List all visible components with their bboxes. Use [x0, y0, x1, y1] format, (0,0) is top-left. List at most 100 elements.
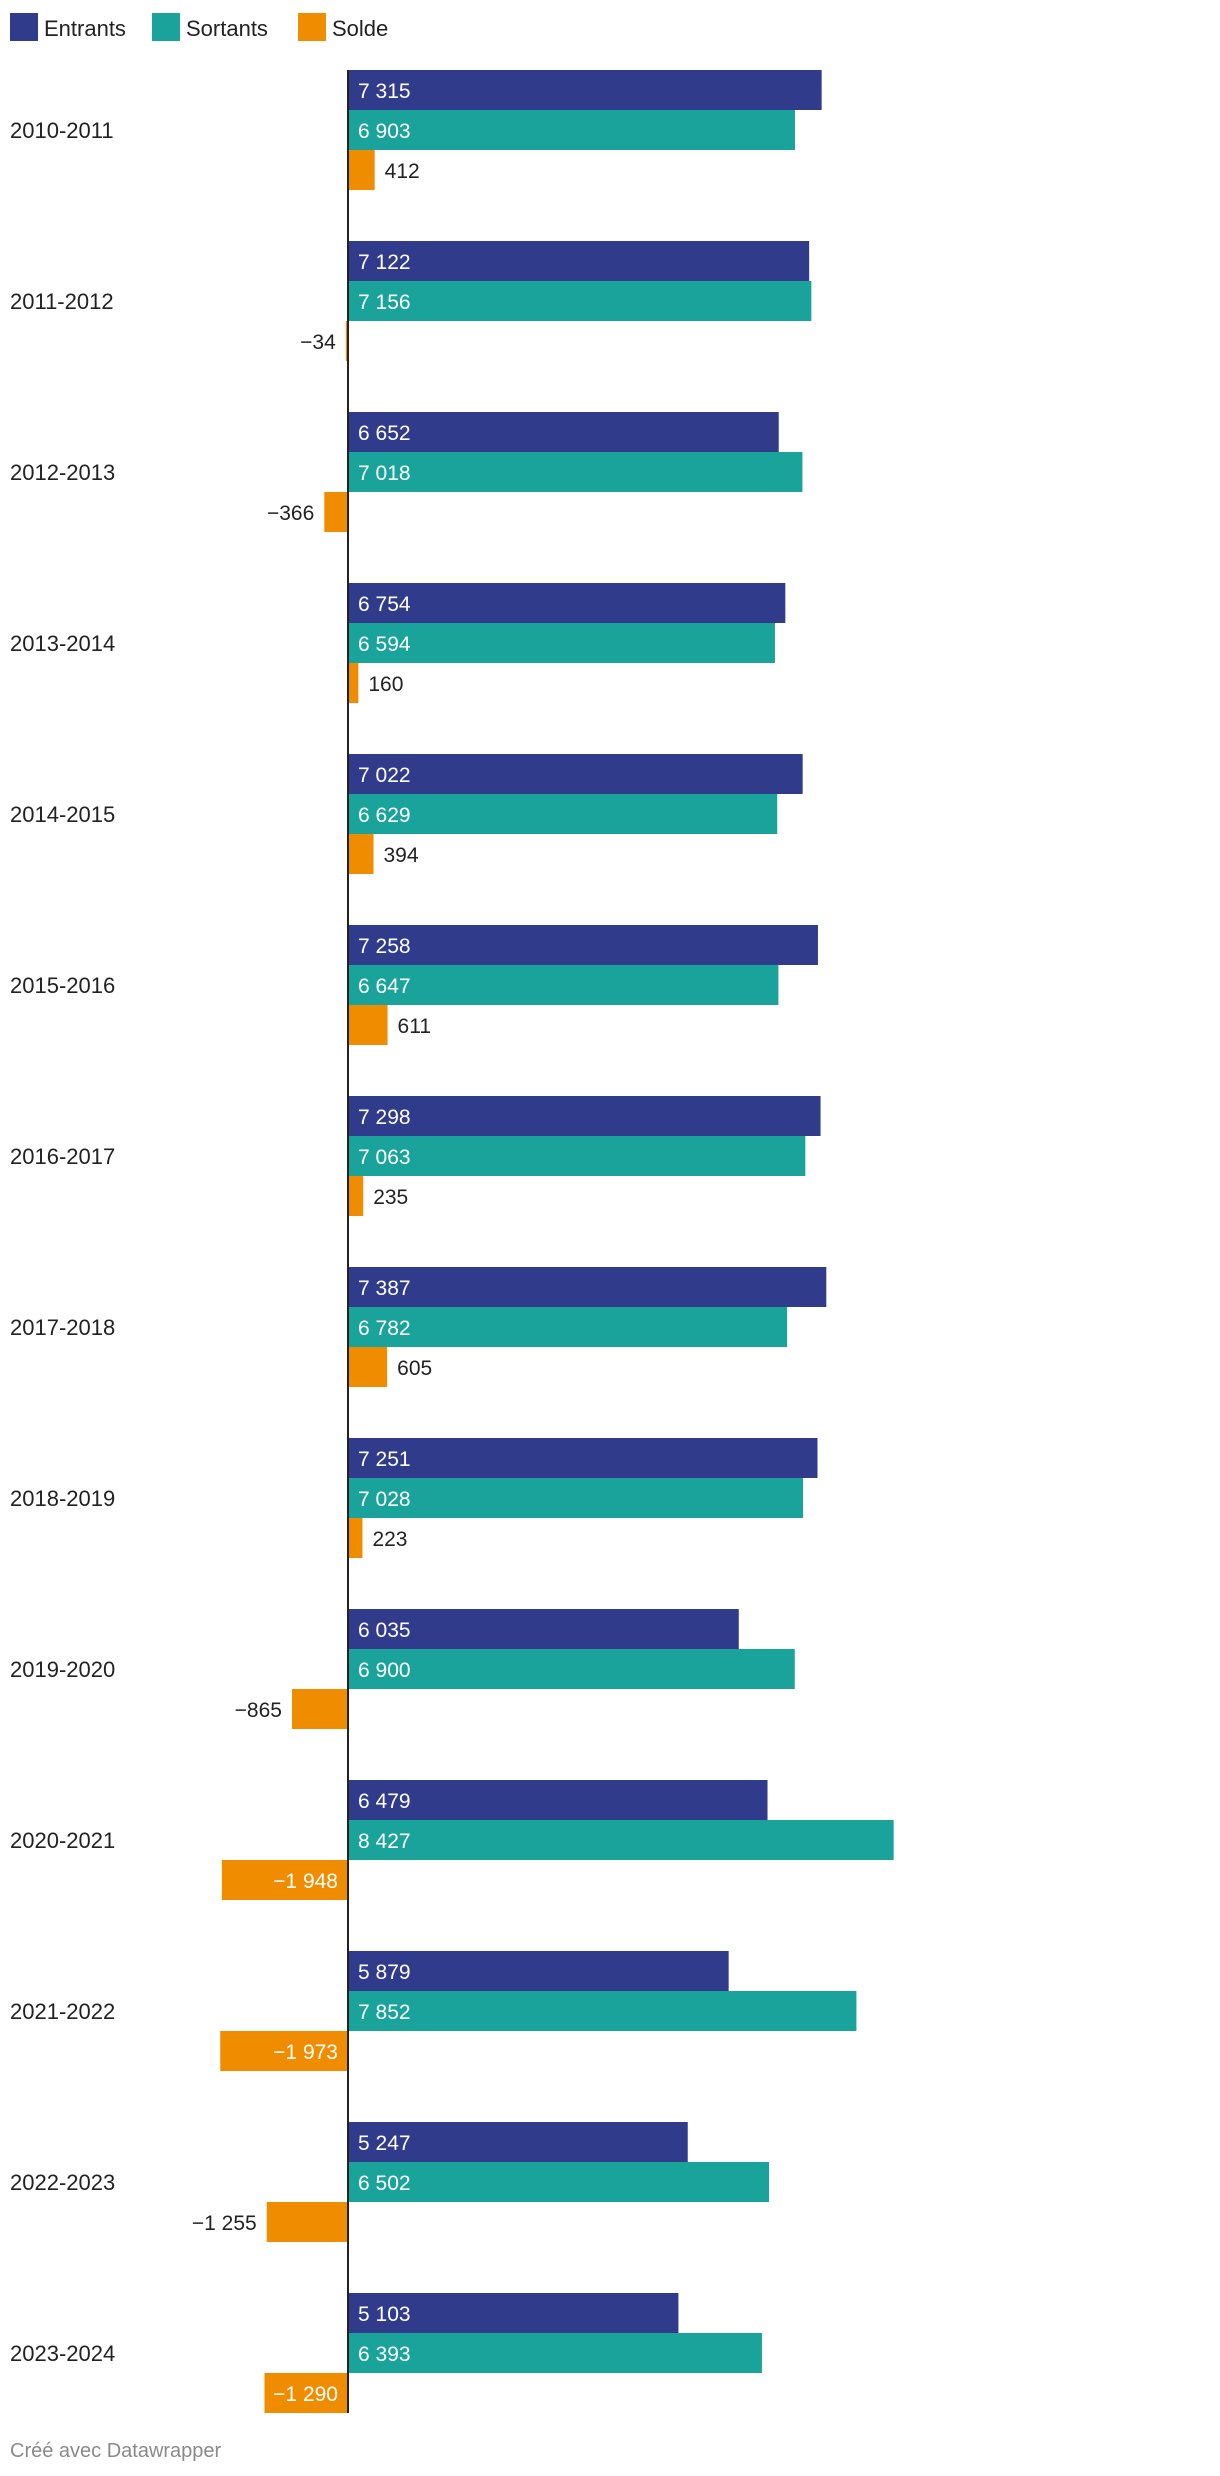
bar-entrants [348, 2293, 679, 2333]
value-label-solde: −1 948 [273, 1870, 338, 1893]
category-label: 2022-2023 [10, 2170, 115, 2195]
value-label-solde: 611 [398, 1015, 431, 1038]
value-label-solde: −1 973 [273, 2041, 338, 2064]
category-label: 2013-2014 [10, 631, 115, 656]
bar-entrants [348, 70, 822, 110]
category-label: 2014-2015 [10, 802, 115, 827]
bar-sortants [348, 1136, 806, 1176]
category-label: 2016-2017 [10, 1144, 115, 1169]
bar-group-2021-2022: 2021-2022 5 879 7 852 −1 973 [10, 1951, 857, 2071]
category-label: 2020-2021 [10, 1828, 115, 1853]
bar-solde [348, 1005, 388, 1045]
value-label-solde: 394 [384, 844, 419, 867]
legend-swatch-entrants [10, 13, 38, 41]
bar-sortants [348, 2162, 770, 2202]
bar-sortants [348, 110, 795, 150]
bar-group-2013-2014: 2013-2014 6 754 6 594 160 [10, 583, 786, 703]
bar-group-2019-2020: 2019-2020 6 035 6 900 −865 [10, 1609, 795, 1729]
value-label-entrants: 6 035 [358, 1619, 411, 1642]
value-label-sortants: 7 852 [358, 2001, 411, 2024]
value-label-entrants: 7 251 [358, 1448, 411, 1471]
category-label: 2018-2019 [10, 1486, 115, 1511]
category-label: 2012-2013 [10, 460, 115, 485]
bar-entrants [348, 925, 818, 965]
bar-group-2015-2016: 2015-2016 7 258 6 647 611 [10, 925, 818, 1045]
value-label-sortants: 6 502 [358, 2172, 411, 2195]
legend-label-solde: Solde [332, 16, 388, 41]
bar-sortants [348, 965, 779, 1005]
bar-sortants [348, 2333, 762, 2373]
value-label-sortants: 6 782 [358, 1317, 411, 1340]
value-label-entrants: 7 258 [358, 935, 411, 958]
bar-solde [345, 321, 348, 361]
value-label-solde: −366 [267, 502, 314, 525]
bar-entrants [348, 1609, 739, 1649]
bar-sortants [348, 281, 812, 321]
bar-solde [220, 2031, 348, 2071]
bar-sortants [348, 1991, 857, 2031]
legend-item-solde: Solde [298, 13, 388, 41]
value-label-entrants: 7 387 [358, 1277, 411, 1300]
value-label-entrants: 7 122 [358, 251, 411, 274]
value-label-sortants: 6 393 [358, 2343, 411, 2366]
bar-solde [348, 1176, 364, 1216]
value-label-sortants: 8 427 [358, 1830, 411, 1853]
bar-solde [291, 1689, 348, 1729]
value-label-entrants: 5 247 [358, 2132, 411, 2155]
value-label-sortants: 6 594 [358, 633, 411, 656]
category-label: 2011-2012 [10, 289, 114, 314]
bar-group-2022-2023: 2022-2023 5 247 6 502 −1 255 [10, 2122, 770, 2242]
category-label: 2023-2024 [10, 2341, 115, 2366]
value-label-solde: −1 255 [192, 2212, 257, 2235]
category-label: 2019-2020 [10, 1657, 115, 1682]
value-label-entrants: 7 022 [358, 764, 411, 787]
bar-solde [266, 2202, 348, 2242]
bar-sortants [348, 1307, 788, 1347]
value-label-entrants: 5 879 [358, 1961, 411, 1984]
category-label: 2021-2022 [10, 1999, 115, 2024]
bar-entrants [348, 754, 803, 794]
bar-sortants [348, 452, 803, 492]
bar-solde [324, 492, 348, 532]
bar-solde [348, 1347, 388, 1387]
bar-solde [348, 834, 374, 874]
value-label-solde: 235 [373, 1186, 408, 1209]
value-label-entrants: 6 479 [358, 1790, 411, 1813]
bar-entrants [348, 412, 779, 452]
legend-swatch-sortants [152, 13, 180, 41]
bar-entrants [348, 1096, 821, 1136]
bar-group-2020-2021: 2020-2021 6 479 8 427 −1 948 [10, 1780, 894, 1900]
bar-entrants [348, 2122, 688, 2162]
bar-group-2012-2013: 2012-2013 6 652 7 018 −366 [10, 412, 803, 532]
bar-group-2011-2012: 2011-2012 7 122 7 156 −34 [10, 241, 812, 361]
value-label-sortants: 7 156 [358, 291, 411, 314]
bar-entrants [348, 1951, 729, 1991]
value-label-entrants: 7 298 [358, 1106, 411, 1129]
footer-credit: Créé avec Datawrapper [10, 2440, 222, 2462]
bar-entrants [348, 241, 810, 281]
bar-group-2023-2024: 2023-2024 5 103 6 393 −1 290 [10, 2293, 762, 2413]
value-label-sortants: 6 647 [358, 975, 411, 998]
legend-label-entrants: Entrants [44, 16, 126, 41]
bar-solde [348, 150, 375, 190]
bar-group-2018-2019: 2018-2019 7 251 7 028 223 [10, 1438, 818, 1558]
value-label-sortants: 6 900 [358, 1659, 411, 1682]
bar-sortants [348, 1478, 804, 1518]
legend-item-entrants: Entrants [10, 13, 126, 41]
value-label-solde: −865 [235, 1699, 282, 1722]
category-label: 2015-2016 [10, 973, 115, 998]
bar-sortants [348, 1649, 795, 1689]
bar-solde [221, 1860, 348, 1900]
category-label: 2017-2018 [10, 1315, 115, 1340]
value-label-solde: 605 [397, 1357, 432, 1380]
bar-group-2010-2011: 2010-2011 7 315 6 903 412 [10, 70, 822, 190]
bar-solde [348, 1518, 363, 1558]
value-label-entrants: 7 315 [358, 80, 411, 103]
bar-entrants [348, 1438, 818, 1478]
value-label-sortants: 7 028 [358, 1488, 411, 1511]
legend-item-sortants: Sortants [152, 13, 268, 41]
value-label-solde: 160 [368, 673, 403, 696]
value-label-entrants: 5 103 [358, 2303, 411, 2326]
value-label-solde: −1 290 [273, 2383, 338, 2406]
